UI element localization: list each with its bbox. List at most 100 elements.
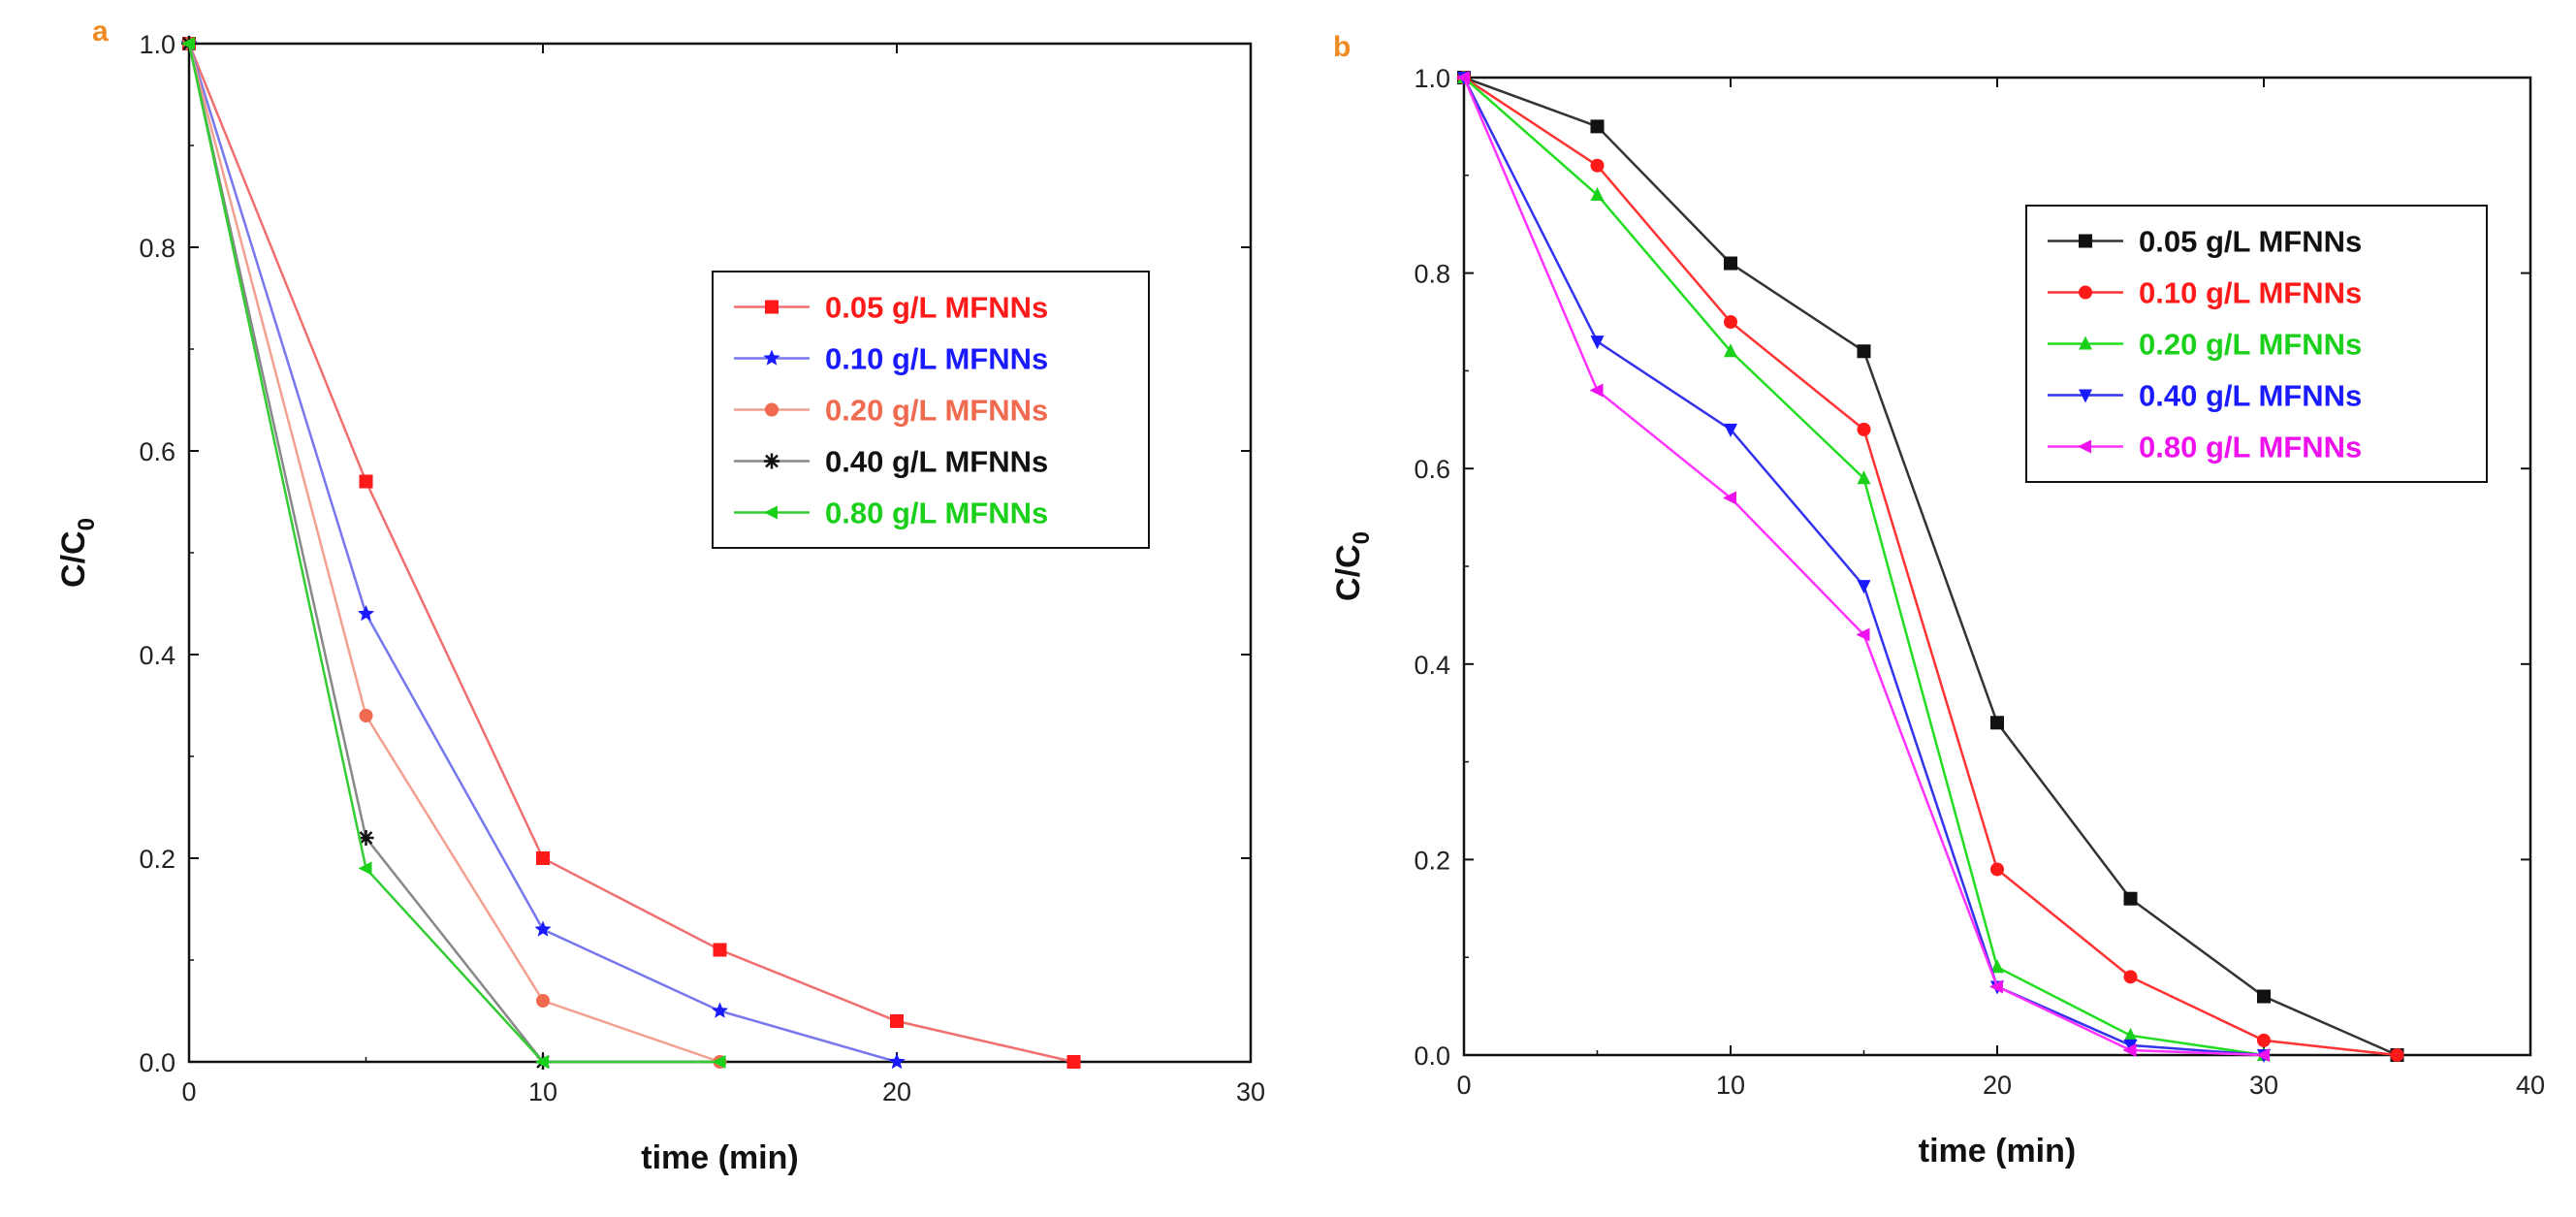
x-tick-label: 30 — [2249, 1071, 2278, 1100]
series-line — [187, 43, 720, 1064]
data-point — [712, 1055, 726, 1069]
data-point — [2257, 989, 2271, 1004]
data-point — [2390, 1048, 2404, 1062]
legend: 0.05 g/L MFNNs 0.10 g/L MFNNs 0.20 g/L MFN… — [712, 271, 1150, 549]
series-line — [187, 43, 898, 1064]
legend-swatch-marker — [764, 453, 779, 469]
x-tick-label: 30 — [1236, 1077, 1265, 1106]
x-tick-label: 0 — [181, 1077, 196, 1106]
series-1 — [180, 35, 906, 1070]
x-tick-label: 20 — [882, 1077, 911, 1106]
x-axis-title: time (min) — [1919, 1133, 2076, 1169]
series-4 — [1456, 71, 2270, 1062]
legend-entry: 0.10 g/L MFNNs — [825, 342, 1048, 376]
x-tick-label: 10 — [528, 1077, 557, 1106]
y-tick-label: 1.0 — [1414, 64, 1450, 93]
legend-swatch-marker — [765, 300, 779, 314]
series-3 — [181, 36, 551, 1070]
data-point — [1724, 315, 1737, 329]
data-point — [2123, 1039, 2138, 1053]
legend-swatch-marker — [2078, 439, 2091, 454]
x-axis-title: time (min) — [641, 1139, 798, 1176]
data-point — [1857, 422, 1871, 436]
data-point — [888, 1053, 906, 1070]
chart-panel-b: b 0 10 20 30 40 0.0 0.2 0.4 0.6 0.8 1.0 time (min) C/… — [1330, 31, 2545, 1169]
data-point — [534, 920, 552, 937]
y-axis-title-subscript: 0 — [1349, 531, 1375, 544]
data-point — [1990, 716, 2004, 730]
y-tick-label: 0.6 — [1414, 455, 1450, 484]
data-point — [713, 943, 727, 957]
data-point — [358, 861, 372, 876]
legend-entry: 0.80 g/L MFNNs — [825, 496, 1048, 530]
data-point — [359, 709, 373, 722]
y-tick-label: 0.8 — [139, 234, 175, 263]
data-point — [1456, 71, 1470, 84]
x-tick-label: 40 — [2516, 1071, 2545, 1100]
legend-entry: 0.20 g/L MFNNs — [825, 394, 1048, 428]
data-point — [1989, 979, 2003, 994]
y-tick-label: 0.2 — [139, 845, 175, 874]
data-point — [711, 1002, 729, 1018]
x-tick-label: 20 — [1983, 1071, 2012, 1100]
data-point — [1724, 423, 1737, 437]
data-point — [536, 851, 550, 865]
data-point — [1857, 344, 1871, 359]
series-line — [187, 43, 544, 1063]
y-axis-title-subscript: 0 — [74, 518, 100, 530]
data-point — [1724, 256, 1737, 271]
series-line — [187, 43, 720, 1064]
legend-swatch-marker — [2079, 336, 2092, 350]
data-point — [358, 830, 374, 846]
data-point — [181, 37, 195, 50]
panel-label: a — [92, 16, 109, 48]
data-point — [1066, 1055, 1081, 1069]
legend-swatch-marker — [2079, 389, 2092, 403]
series-1 — [1457, 71, 2404, 1062]
data-point — [1590, 186, 1605, 201]
data-point — [359, 474, 373, 489]
data-point — [1724, 343, 1737, 358]
legend-entry: 0.10 g/L MFNNs — [2139, 276, 2362, 310]
data-point — [1990, 959, 2004, 974]
legend: 0.05 g/L MFNNs 0.10 g/L MFNNs 0.20 g/L MFN… — [2025, 205, 2488, 483]
y-tick-label: 1.0 — [139, 30, 175, 59]
series-4 — [181, 37, 726, 1069]
data-point — [1856, 627, 1870, 642]
data-point — [1723, 491, 1736, 505]
y-tick-label: 0.4 — [139, 641, 175, 670]
data-point — [535, 1055, 549, 1069]
data-point — [2123, 1027, 2138, 1041]
data-point — [1590, 119, 1605, 134]
y-tick-label: 0.0 — [139, 1048, 175, 1077]
y-axis-title: C/C0 — [1330, 531, 1375, 601]
legend-entry: 0.05 g/L MFNNs — [2139, 225, 2362, 259]
data-point — [1857, 580, 1871, 594]
data-point — [2123, 891, 2138, 906]
series-line — [187, 43, 1074, 1064]
legend-entry: 0.05 g/L MFNNs — [825, 291, 1048, 325]
series-0 — [182, 37, 1081, 1069]
x-tick-label: 10 — [1716, 1071, 1745, 1100]
data-point — [2256, 1048, 2270, 1062]
data-point — [890, 1014, 904, 1028]
data-point — [2257, 1033, 2271, 1047]
y-axis-title-main: C/C — [55, 530, 92, 588]
y-tick-label: 0.4 — [1414, 651, 1450, 680]
data-point — [2122, 1042, 2137, 1057]
y-tick-label: 0.0 — [1414, 1041, 1450, 1071]
legend-swatch-marker — [764, 505, 778, 520]
data-point — [1590, 336, 1605, 350]
series-line — [1463, 76, 2398, 1057]
legend-swatch-marker — [763, 349, 780, 366]
data-point — [1857, 470, 1871, 485]
data-point — [536, 994, 550, 1008]
series-2 — [182, 37, 727, 1069]
data-point — [1590, 158, 1605, 173]
data-point — [1990, 862, 2004, 877]
legend-swatch-marker — [765, 402, 779, 417]
y-tick-label: 0.6 — [139, 437, 175, 466]
legend-entry: 0.40 g/L MFNNs — [825, 445, 1048, 479]
legend-swatch-marker — [2079, 234, 2092, 248]
